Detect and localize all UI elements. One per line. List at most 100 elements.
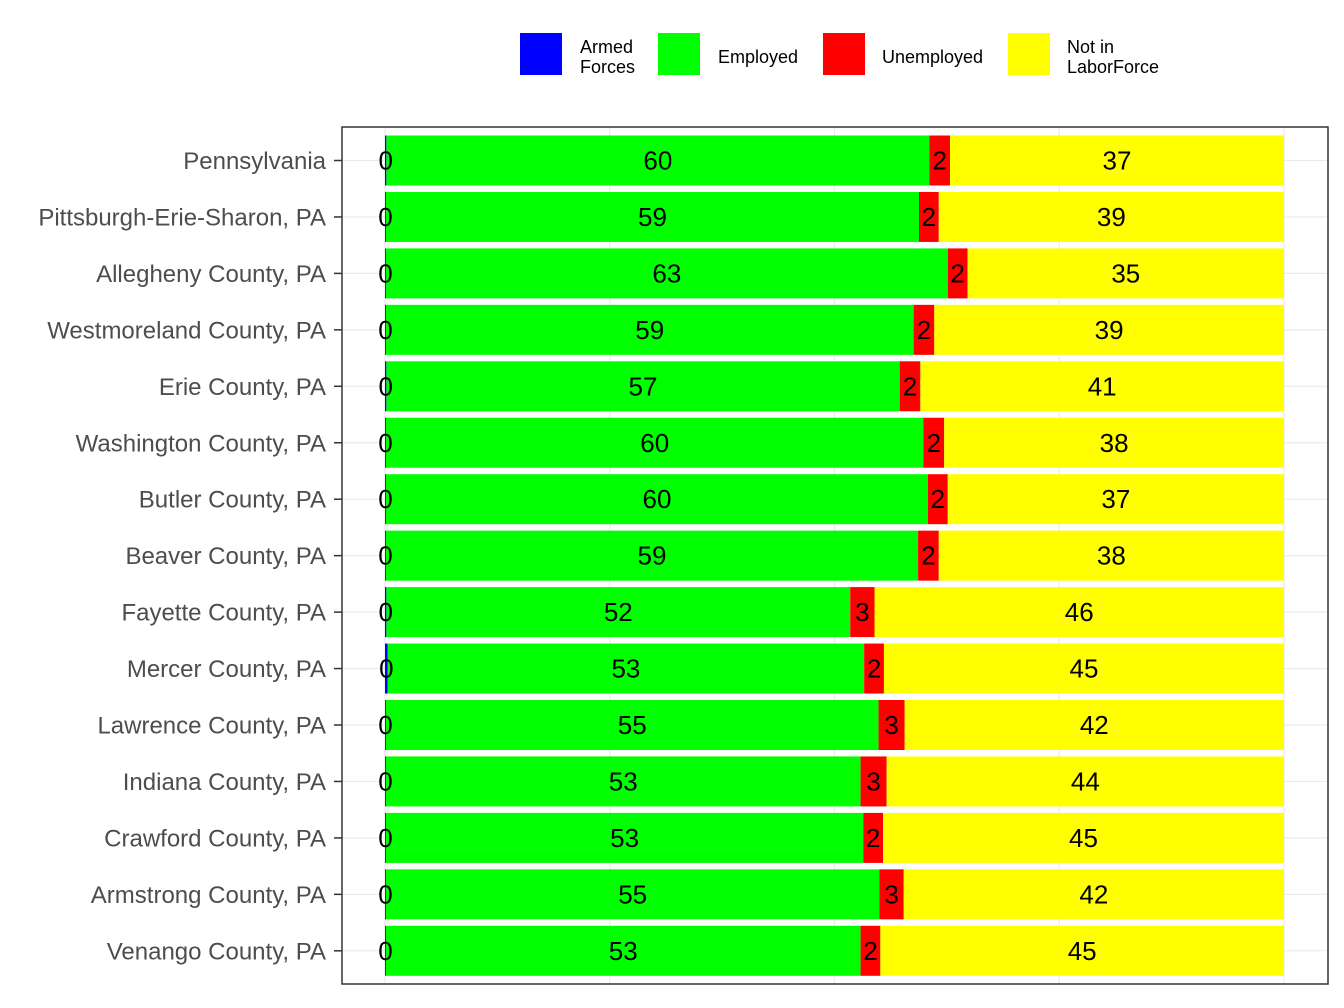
bar-employed bbox=[386, 587, 851, 638]
data-label-not-in-laborforce: 35 bbox=[1111, 258, 1140, 288]
legend-label-not-in-laborforce: Not in LaborForce bbox=[1067, 37, 1159, 77]
bar-not-in-laborforce bbox=[903, 869, 1284, 920]
data-label-unemployed: 3 bbox=[884, 879, 898, 909]
bar-unemployed bbox=[913, 304, 935, 355]
bar-employed bbox=[386, 361, 900, 412]
data-label-unemployed: 3 bbox=[866, 766, 880, 796]
bar-armed-forces bbox=[385, 925, 386, 976]
data-label-unemployed: 2 bbox=[950, 258, 964, 288]
data-label-employed: 53 bbox=[611, 654, 640, 684]
bar-employed bbox=[385, 756, 861, 807]
category-axis: Pennsylvania Pittsburgh-Erie-Sharon, PA Al… bbox=[38, 148, 342, 965]
category-label: Fayette County, PA bbox=[121, 600, 326, 627]
data-label-armed-forces: 0 bbox=[378, 541, 392, 571]
data-label-employed: 57 bbox=[629, 371, 658, 401]
bar-unemployed bbox=[927, 474, 948, 525]
bar-armed-forces bbox=[385, 700, 386, 750]
legend: Armed Forces Employed Unemployed Not in Labor… bbox=[520, 33, 1159, 77]
bar-unemployed bbox=[929, 135, 951, 186]
data-label-not-in-laborforce: 42 bbox=[1079, 879, 1108, 909]
data-label-unemployed: 2 bbox=[922, 202, 936, 232]
legend-key-not-in-laborforce bbox=[1008, 33, 1050, 75]
bar-not-in-laborforce bbox=[874, 587, 1284, 638]
bar-employed bbox=[385, 700, 879, 750]
data-label-not-in-laborforce: 44 bbox=[1071, 766, 1100, 796]
data-label-employed: 60 bbox=[640, 428, 669, 458]
bar-armed-forces bbox=[385, 417, 386, 468]
bar-not-in-laborforce bbox=[886, 756, 1284, 807]
category-label: Butler County, PA bbox=[139, 487, 326, 514]
data-label-employed: 53 bbox=[609, 766, 638, 796]
data-label-armed-forces: 0 bbox=[378, 484, 392, 514]
data-label-unemployed: 2 bbox=[917, 315, 931, 345]
bar-unemployed bbox=[899, 361, 921, 412]
data-label-armed-forces: 0 bbox=[378, 146, 392, 176]
bar-unemployed bbox=[947, 248, 968, 299]
bar-not-in-laborforce bbox=[938, 530, 1284, 581]
data-label-employed: 59 bbox=[635, 315, 664, 345]
data-label-employed: 55 bbox=[618, 879, 647, 909]
bar-employed bbox=[385, 417, 924, 468]
data-label-armed-forces: 0 bbox=[378, 766, 392, 796]
data-label-unemployed: 2 bbox=[903, 371, 917, 401]
data-label-not-in-laborforce: 41 bbox=[1088, 371, 1117, 401]
bar-not-in-laborforce bbox=[934, 304, 1284, 355]
legend-label-employed: Employed bbox=[718, 47, 798, 67]
bar-unemployed bbox=[864, 643, 884, 694]
legend-key-armed-forces bbox=[520, 33, 562, 75]
bar-unemployed bbox=[878, 700, 905, 750]
data-label-employed: 53 bbox=[610, 823, 639, 853]
bar-armed-forces bbox=[385, 869, 386, 920]
bar-armed-forces bbox=[385, 643, 388, 694]
bar-armed-forces bbox=[385, 756, 386, 807]
data-label-employed: 60 bbox=[642, 484, 671, 514]
bar-unemployed bbox=[860, 756, 887, 807]
bar-armed-forces bbox=[385, 361, 387, 412]
data-label-not-in-laborforce: 37 bbox=[1101, 484, 1130, 514]
data-label-unemployed: 3 bbox=[884, 710, 898, 740]
bar-employed bbox=[385, 812, 864, 863]
bar-armed-forces bbox=[385, 304, 386, 355]
legend-label-armed-forces: Armed Forces bbox=[580, 37, 635, 77]
bar-armed-forces bbox=[385, 248, 386, 299]
bar-not-in-laborforce bbox=[950, 135, 1284, 186]
data-label-unemployed: 3 bbox=[855, 597, 869, 627]
category-label: Allegheny County, PA bbox=[96, 261, 326, 288]
data-label-armed-forces: 0 bbox=[378, 879, 392, 909]
data-label-not-in-laborforce: 37 bbox=[1103, 146, 1132, 176]
category-label: Armstrong County, PA bbox=[91, 882, 326, 909]
bar-not-in-laborforce bbox=[904, 700, 1284, 750]
data-label-not-in-laborforce: 39 bbox=[1095, 315, 1124, 345]
bar-unemployed bbox=[860, 925, 881, 976]
bar-employed bbox=[385, 530, 919, 581]
data-label-not-in-laborforce: 45 bbox=[1068, 936, 1097, 966]
legend-label-unemployed: Unemployed bbox=[882, 47, 983, 67]
category-label: Indiana County, PA bbox=[123, 769, 326, 796]
data-label-armed-forces: 0 bbox=[378, 710, 392, 740]
bar-employed bbox=[387, 643, 865, 694]
data-label-armed-forces: 0 bbox=[378, 258, 392, 288]
data-label-employed: 63 bbox=[652, 258, 681, 288]
bar-not-in-laborforce bbox=[938, 191, 1284, 242]
bar-employed bbox=[385, 925, 861, 976]
bar-not-in-laborforce bbox=[883, 643, 1284, 694]
data-label-employed: 53 bbox=[609, 936, 638, 966]
panel-border bbox=[341, 126, 1329, 985]
data-label-armed-forces: 0 bbox=[379, 654, 393, 684]
bar-employed bbox=[385, 474, 928, 525]
data-label-armed-forces: 0 bbox=[378, 597, 392, 627]
data-label-not-in-laborforce: 45 bbox=[1070, 654, 1099, 684]
bar-armed-forces bbox=[385, 587, 387, 638]
bar-armed-forces bbox=[385, 812, 386, 863]
data-label-armed-forces: 0 bbox=[378, 428, 392, 458]
bar-not-in-laborforce bbox=[883, 812, 1284, 863]
data-label-unemployed: 2 bbox=[932, 146, 946, 176]
bar-not-in-laborforce bbox=[944, 417, 1284, 468]
data-label-not-in-laborforce: 39 bbox=[1097, 202, 1126, 232]
data-label-not-in-laborforce: 38 bbox=[1100, 428, 1129, 458]
category-label: Beaver County, PA bbox=[125, 543, 326, 570]
data-label-employed: 52 bbox=[604, 597, 633, 627]
data-label-armed-forces: 0 bbox=[378, 371, 392, 401]
data-label-unemployed: 2 bbox=[921, 541, 935, 571]
